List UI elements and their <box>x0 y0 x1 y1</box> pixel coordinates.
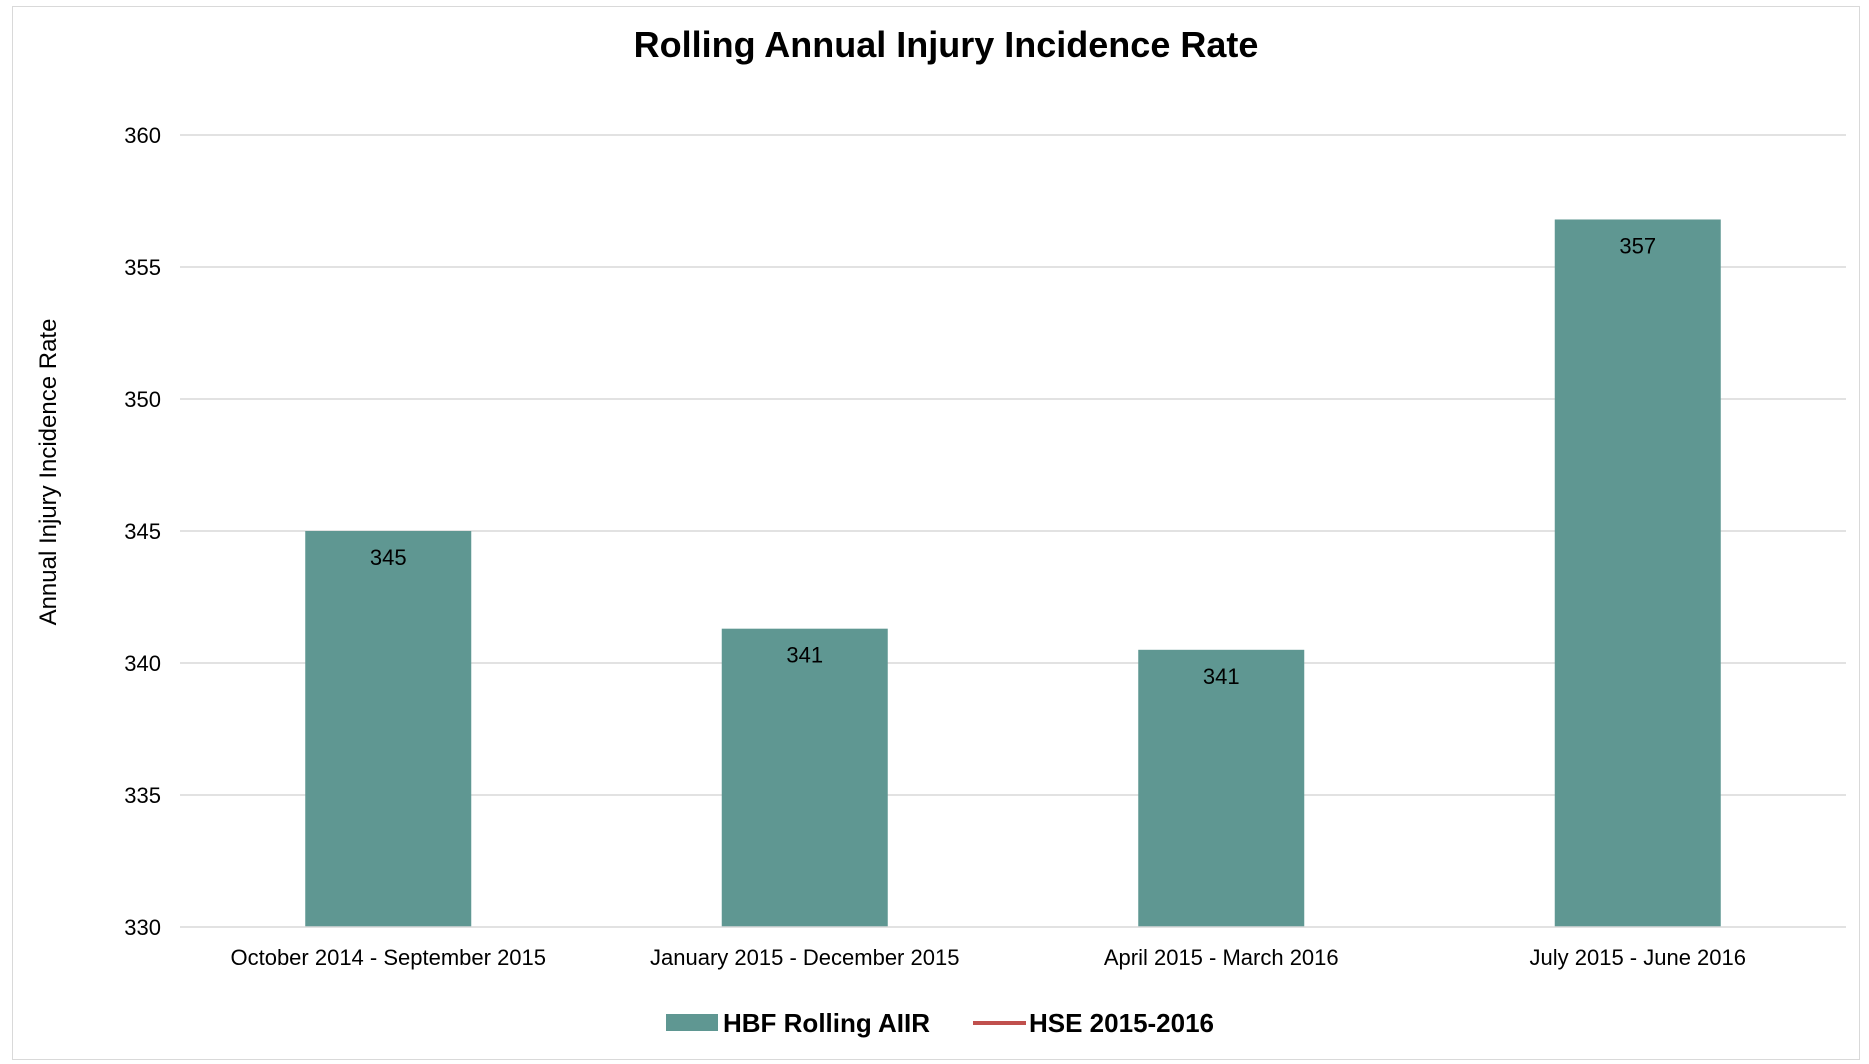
bar <box>1554 219 1721 928</box>
chart-svg: Rolling Annual Injury Incidence Rate Ann… <box>35 24 1846 1038</box>
x-tick-label: July 2015 - June 2016 <box>1530 945 1747 970</box>
legend-label-hbf: HBF Rolling AIIR <box>723 1008 930 1038</box>
y-tick-label: 355 <box>124 255 161 280</box>
y-axis-title: Annual Injury Incidence Rate <box>35 319 62 626</box>
chart-title: Rolling Annual Injury Incidence Rate <box>634 24 1259 65</box>
bar <box>1138 649 1305 927</box>
bar-labels: 345 341 341 357 <box>370 233 1656 688</box>
y-tick-label: 335 <box>124 783 161 808</box>
legend-label-hse: HSE 2015-2016 <box>1029 1008 1214 1038</box>
bar <box>721 628 888 927</box>
y-tick-label: 330 <box>124 915 161 940</box>
bars <box>305 219 1721 928</box>
chart-frame: Rolling Annual Injury Incidence Rate Ann… <box>12 6 1860 1060</box>
x-tick-label: October 2014 - September 2015 <box>230 945 546 970</box>
y-tick-label: 350 <box>124 387 161 412</box>
legend: HBF Rolling AIIR HSE 2015-2016 <box>666 1008 1214 1038</box>
y-tick-labels: 330 335 340 345 350 355 360 <box>124 123 161 940</box>
bar-data-label: 345 <box>370 545 407 570</box>
y-tick-label: 360 <box>124 123 161 148</box>
y-tick-label: 345 <box>124 519 161 544</box>
bar-data-label: 341 <box>786 643 823 668</box>
x-tick-labels: October 2014 - September 2015 January 201… <box>230 945 1746 970</box>
bar-data-label: 357 <box>1619 233 1656 258</box>
legend-swatch-hbf <box>666 1014 718 1031</box>
x-tick-label: April 2015 - March 2016 <box>1104 945 1339 970</box>
y-tick-label: 340 <box>124 651 161 676</box>
x-tick-label: January 2015 - December 2015 <box>650 945 959 970</box>
bar <box>305 531 472 927</box>
bar-data-label: 341 <box>1203 664 1240 689</box>
